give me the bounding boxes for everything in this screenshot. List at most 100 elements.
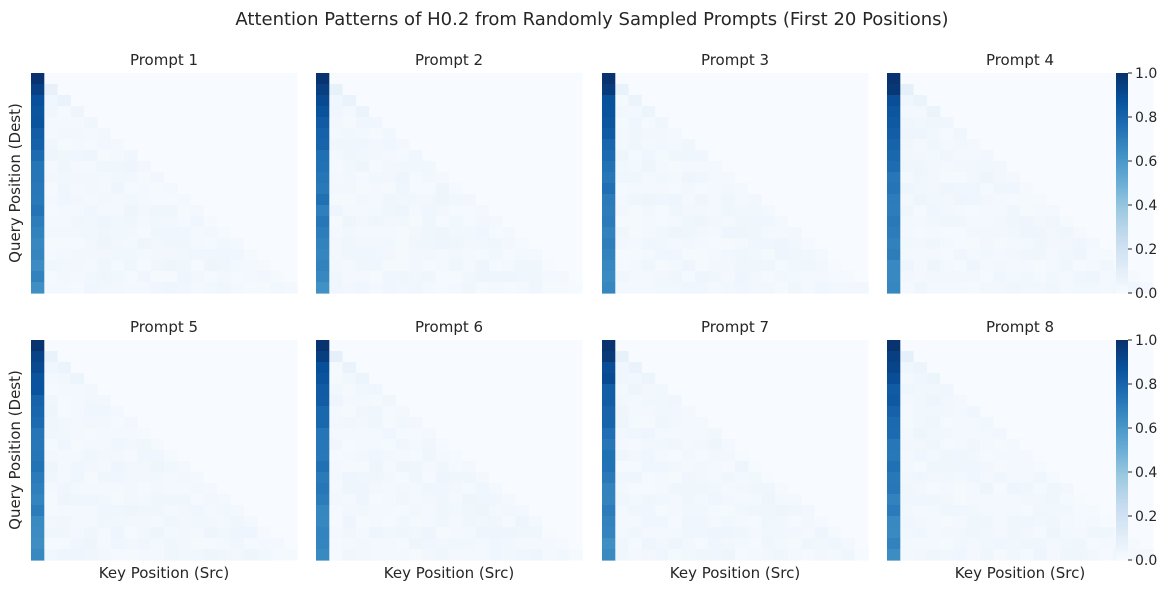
heatmap-cell — [369, 340, 384, 352]
heatmap-cell — [602, 172, 616, 184]
heatmap-cell — [230, 340, 245, 352]
heatmap-cell — [70, 461, 85, 473]
heatmap-cell — [270, 428, 285, 440]
heatmap-cell — [316, 373, 330, 385]
heatmap-cell — [695, 205, 709, 217]
heatmap-cell — [342, 73, 357, 85]
heatmap-cell — [993, 249, 1008, 261]
heatmap-cell — [164, 549, 178, 561]
heatmap-cell — [1126, 527, 1141, 539]
heatmap-cell — [190, 282, 205, 294]
heatmap-cell — [150, 238, 165, 250]
heatmap-cell — [966, 216, 981, 228]
heatmap-cell — [1126, 472, 1141, 484]
heatmap-cell — [1099, 395, 1114, 407]
heatmap-cell — [681, 128, 696, 140]
heatmap-cell — [355, 362, 370, 374]
heatmap-cell — [502, 128, 517, 140]
heatmap-cell — [1139, 395, 1154, 407]
heatmap-cell — [695, 260, 709, 272]
heatmap-cell — [1099, 406, 1114, 418]
heatmap-cell — [502, 117, 517, 129]
heatmap-cell — [854, 106, 869, 118]
heatmap-cell — [748, 117, 763, 129]
heatmap-cell — [270, 406, 285, 418]
heatmap-cell — [668, 395, 683, 407]
heatmap-cell — [913, 483, 928, 495]
heatmap-cell — [257, 194, 271, 206]
heatmap-cell — [681, 505, 696, 517]
heatmap-cell — [230, 139, 245, 151]
colorbar-segment — [1116, 213, 1128, 217]
heatmap-cell — [84, 238, 99, 250]
heatmap-cell — [475, 527, 490, 539]
heatmap-cell — [217, 282, 232, 294]
heatmap-cell — [283, 417, 298, 429]
heatmap-cell — [940, 461, 955, 473]
heatmap-cell — [230, 516, 245, 528]
heatmap-cell — [568, 494, 583, 506]
heatmap-cell — [435, 150, 450, 162]
heatmap-cell — [748, 538, 763, 550]
heatmap-cell — [628, 183, 643, 195]
heatmap-cell — [449, 439, 463, 451]
heatmap-cell — [435, 549, 450, 561]
heatmap-cell — [449, 139, 463, 151]
heatmap-cell — [329, 428, 344, 440]
heatmap-cell — [97, 505, 112, 517]
heatmap-cell — [257, 84, 271, 96]
heatmap-cell — [422, 194, 437, 206]
heatmap-cell — [980, 395, 994, 407]
heatmap-cell — [628, 527, 643, 539]
heatmap-cell — [761, 205, 776, 217]
heatmap-cell — [828, 428, 842, 440]
heatmap-cell — [203, 117, 218, 129]
heatmap-cell — [190, 461, 205, 473]
heatmap-cell — [70, 417, 85, 429]
heatmap-cell — [913, 450, 928, 462]
heatmap-cell — [708, 384, 723, 396]
heatmap-cell — [217, 351, 232, 363]
heatmap-cell — [1073, 439, 1088, 451]
heatmap-cell — [190, 340, 205, 352]
heatmap-cell — [502, 384, 517, 396]
heatmap-cell — [382, 271, 397, 283]
heatmap-cell — [31, 549, 45, 561]
heatmap-cell — [449, 95, 463, 107]
heatmap-cell — [137, 516, 152, 528]
heatmap-cell — [1033, 373, 1048, 385]
heatmap-cell — [841, 260, 856, 272]
heatmap-cell — [150, 461, 165, 473]
heatmap-cell — [44, 84, 59, 96]
heatmap-cell — [84, 516, 99, 528]
heatmap-cell — [993, 395, 1008, 407]
heatmap-cell — [57, 472, 72, 484]
heatmap-cell — [270, 483, 285, 495]
heatmap-cell — [488, 439, 503, 451]
heatmap-cell — [137, 483, 152, 495]
heatmap-cell — [475, 351, 490, 363]
heatmap-cell — [190, 183, 205, 195]
heatmap-cell — [940, 494, 955, 506]
heatmap-cell — [57, 117, 72, 129]
colorbar-segment — [1116, 110, 1128, 114]
heatmap-cell — [243, 227, 258, 239]
heatmap-cell — [628, 549, 643, 561]
heatmap-cell — [515, 150, 530, 162]
colorbar-segment — [1116, 185, 1128, 188]
heatmap-cell — [841, 282, 856, 294]
colorbar-segment — [1116, 106, 1128, 109]
heatmap-cell — [735, 362, 749, 374]
heatmap-cell — [44, 216, 59, 228]
heatmap-cell — [568, 249, 583, 261]
heatmap-cell — [568, 538, 583, 550]
heatmap-cell — [217, 516, 232, 528]
heatmap-cell — [993, 439, 1008, 451]
heatmap-cell — [913, 249, 928, 261]
colorbar-segment — [1116, 251, 1128, 254]
heatmap-cell — [748, 194, 763, 206]
heatmap-cell — [555, 538, 570, 550]
heatmap-cell — [395, 150, 410, 162]
heatmap-cell — [502, 406, 517, 418]
